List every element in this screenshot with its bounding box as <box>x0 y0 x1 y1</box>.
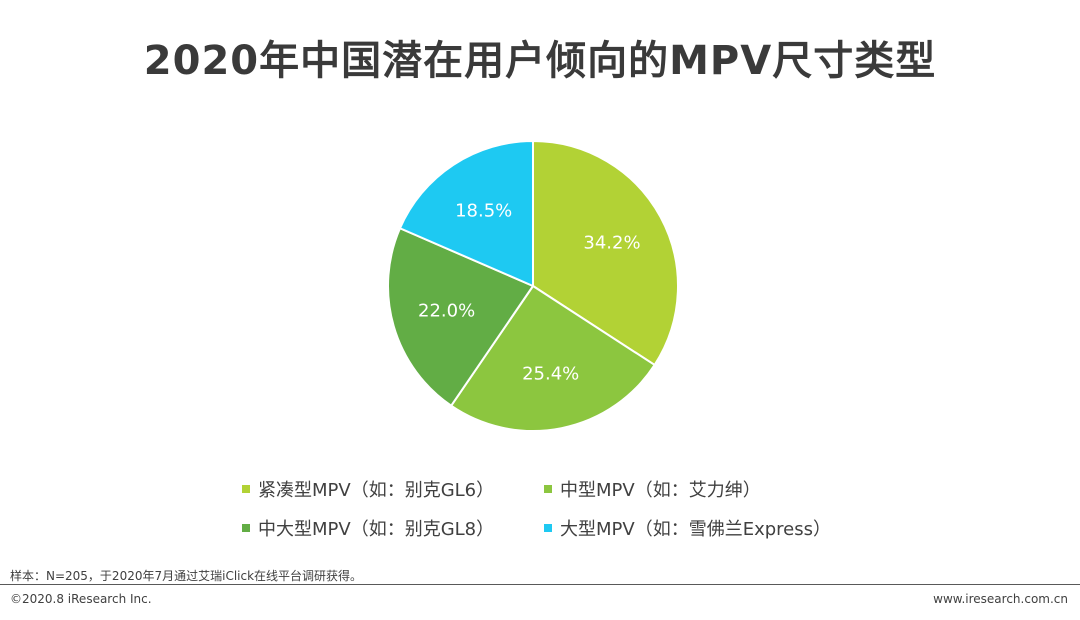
slice-label-mid-large: 22.0% <box>418 300 475 321</box>
legend-swatch-midsize <box>544 485 552 493</box>
legend-item-midsize: 中型MPV（如：艾力绅） <box>544 476 761 502</box>
legend-item-compact: 紧凑型MPV（如：别克GL6） <box>242 476 494 502</box>
legend-label-compact: 紧凑型MPV（如：别克GL6） <box>258 480 495 501</box>
slice-label-large: 18.5% <box>455 200 512 221</box>
chart-title: 2020年中国潜在用户倾向的MPV尺寸类型 <box>143 38 937 84</box>
legend-label-mid-large: 中大型MPV（如：别克GL8） <box>258 519 495 540</box>
pie-slice-midsize <box>449 284 656 433</box>
legend-swatch-large <box>544 524 552 532</box>
legend-item-large: 大型MPV（如：雪佛兰Express） <box>544 515 831 541</box>
slice-label-compact: 34.2% <box>583 233 640 254</box>
sample-note: 样本：N=205，于2020年7月通过艾瑞iClick在线平台调研获得。 <box>10 569 363 583</box>
legend-item-mid-large: 中大型MPV（如：别克GL8） <box>242 515 494 541</box>
pie-chart: 34.2% 25.4% 22.0% 18.5% <box>386 139 679 433</box>
legend-label-midsize: 中型MPV（如：艾力绅） <box>560 480 761 501</box>
legend-swatch-mid-large <box>242 524 250 532</box>
legend-swatch-compact <box>242 485 250 493</box>
pie-slice-large <box>398 139 534 288</box>
footer-divider <box>0 584 1080 585</box>
slice-label-midsize: 25.4% <box>522 364 579 385</box>
pie-slice-mid-large <box>386 226 535 408</box>
legend-label-large: 大型MPV（如：雪佛兰Express） <box>560 519 831 540</box>
website-link[interactable]: www.iresearch.com.cn <box>933 592 1068 606</box>
copyright: ©2020.8 iResearch Inc. <box>10 592 152 606</box>
